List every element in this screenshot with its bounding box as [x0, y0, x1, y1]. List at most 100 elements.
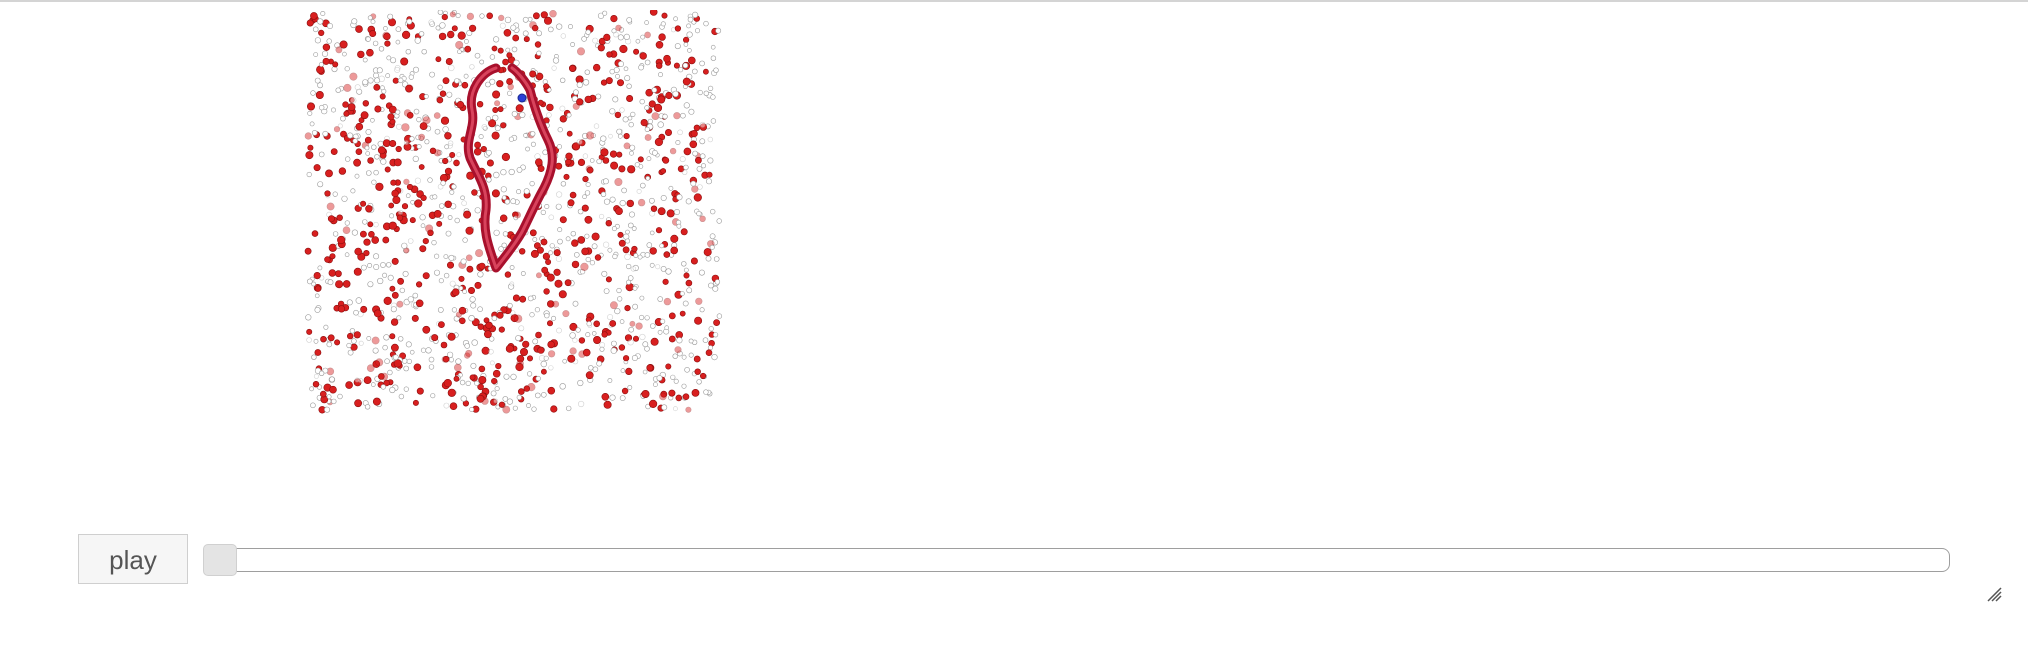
hydrogen-atom — [538, 355, 546, 362]
hydrogen-atom — [371, 179, 377, 185]
hydrogen-atom — [698, 269, 705, 276]
oxygen-atom — [694, 316, 703, 325]
oxygen-atom — [682, 77, 691, 86]
hydrogen-atom — [406, 18, 413, 25]
oxygen-atom — [397, 277, 404, 285]
oxygen-atom — [559, 115, 567, 123]
oxygen-atom — [593, 63, 601, 72]
oxygen-atom — [420, 194, 427, 201]
oxygen-atom — [680, 228, 688, 236]
oxygen-atom — [648, 100, 656, 108]
oxygen-atom — [537, 346, 545, 354]
hydrogen-atom — [629, 150, 634, 156]
hydrogen-atom — [687, 48, 692, 53]
hydrogen-atom — [557, 227, 563, 233]
hydrogen-atom — [603, 241, 610, 248]
hydrogen-atom — [676, 350, 683, 357]
hydrogen-atom — [657, 121, 664, 128]
hydrogen-atom — [651, 149, 658, 156]
hydrogen-atom — [323, 324, 329, 330]
oxygen-atom — [313, 164, 321, 172]
hydrogen-atom — [522, 16, 529, 23]
oxygen-atom — [388, 105, 397, 114]
hydrogen-atom — [676, 223, 682, 229]
hydrogen-atom — [560, 33, 566, 39]
oxygen-atom — [685, 406, 692, 413]
oxygen-atom — [516, 354, 525, 363]
hydrogen-atom — [455, 13, 461, 19]
hydrogen-atom — [529, 181, 535, 187]
oxygen-atom — [606, 51, 613, 58]
hydrogen-atom — [696, 379, 702, 385]
frame-slider-track[interactable] — [203, 548, 1950, 572]
oxygen-atom — [436, 96, 444, 104]
resize-grip-icon[interactable] — [1986, 586, 2002, 602]
oxygen-atom — [366, 48, 374, 57]
oxygen-atom — [393, 158, 402, 167]
hydrogen-atom — [317, 181, 324, 188]
oxygen-atom — [502, 405, 511, 414]
hydrogen-atom — [387, 13, 394, 20]
oxygen-atom — [639, 52, 647, 60]
oxygen-atom — [311, 230, 319, 237]
molecule-viewport[interactable] — [300, 10, 740, 420]
hydrogen-atom — [353, 309, 359, 316]
play-button[interactable]: play — [78, 534, 188, 584]
oxygen-atom — [693, 355, 701, 363]
hydrogen-atom — [489, 78, 496, 85]
hydrogen-atom — [593, 123, 600, 129]
hydrogen-atom — [512, 405, 518, 411]
oxygen-atom — [485, 321, 493, 329]
oxygen-atom — [504, 271, 512, 278]
oxygen-atom — [627, 165, 636, 174]
oxygen-atom — [644, 31, 651, 39]
hydrogen-atom — [320, 10, 326, 17]
oxygen-atom — [496, 311, 504, 319]
hydrogen-atom — [477, 306, 483, 313]
molecule-canvas[interactable] — [300, 10, 740, 420]
oxygen-atom — [662, 156, 670, 164]
hydrogen-atom — [365, 151, 370, 156]
oxygen-atom — [514, 314, 523, 323]
oxygen-atom — [603, 33, 611, 42]
hydrogen-atom — [507, 302, 513, 309]
oxygen-atom — [581, 247, 589, 256]
hydrogen-atom — [428, 356, 435, 363]
oxygen-atom — [527, 355, 534, 362]
oxygen-atom — [391, 257, 399, 265]
oxygen-atom — [360, 200, 367, 207]
hydrogen-atom — [309, 121, 315, 127]
oxygen-atom — [458, 306, 467, 315]
oxygen-atom — [514, 211, 521, 219]
hydrogen-atom — [488, 348, 494, 355]
oxygen-atom — [633, 48, 640, 55]
oxygen-atom — [310, 12, 318, 20]
oxygen-atom — [500, 214, 508, 222]
oxygen-atom — [362, 100, 370, 107]
hydrogen-atom — [397, 209, 404, 216]
hydrogen-atom — [709, 244, 715, 250]
oxygen-atom — [548, 350, 556, 358]
hydrogen-atom — [494, 386, 500, 392]
hydrogen-atom — [331, 398, 337, 405]
oxygen-atom — [330, 148, 338, 155]
hydrogen-atom — [548, 365, 554, 371]
hydrogen-atom — [582, 132, 589, 140]
hydrogen-atom — [414, 177, 421, 184]
hydrogen-atom — [713, 256, 720, 262]
hydrogen-atom — [607, 378, 613, 383]
hydrogen-atom — [346, 299, 353, 306]
hydrogen-atom — [710, 118, 717, 124]
frame-slider-handle[interactable] — [203, 544, 237, 576]
oxygen-atom — [577, 158, 586, 166]
hydrogen-atom — [330, 107, 336, 113]
oxygen-atom — [442, 355, 450, 363]
hydrogen-atom — [713, 332, 719, 338]
hydrogen-atom — [572, 337, 578, 343]
hydrogen-atom — [572, 300, 579, 307]
hydrogen-atom — [624, 253, 631, 261]
hydrogen-atom — [708, 85, 714, 91]
oxygen-atom — [602, 157, 610, 164]
hydrogen-atom — [597, 12, 605, 19]
hydrogen-atom — [690, 180, 697, 187]
